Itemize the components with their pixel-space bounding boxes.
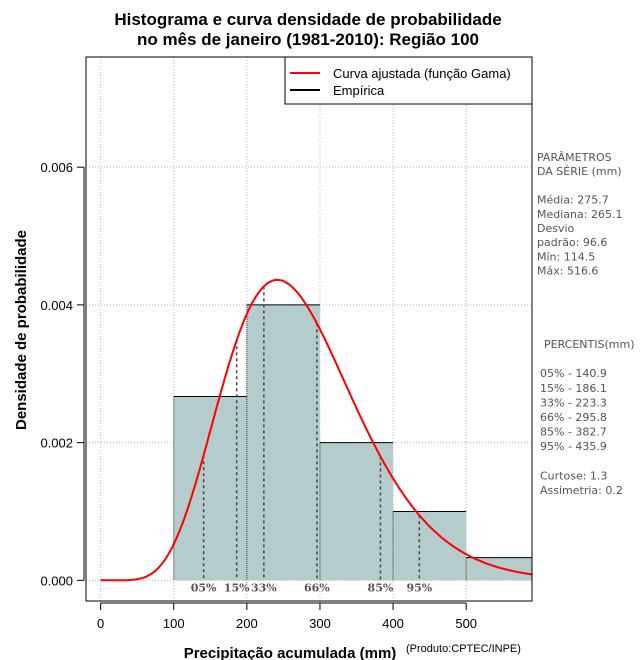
parameter-line: Desvio — [537, 222, 575, 235]
parameter-line: padrão: 96.6 — [537, 236, 607, 249]
percentile-panel-line: 66% - 295.8 — [540, 411, 607, 424]
histogram-bar — [466, 557, 532, 581]
gamma-density-curve — [100, 278, 533, 582]
parameter-line: Mín: 114.5 — [537, 250, 595, 263]
x-tick-label: 200 — [236, 616, 258, 631]
chart-title-line: Histograma e curva densidade de probabil… — [114, 10, 501, 29]
legend: Curva ajustada (função Gama) Empírica — [284, 56, 533, 105]
x-tick-label: 300 — [309, 616, 331, 631]
percentile-label: 33% — [251, 581, 277, 594]
x-tick-label: 100 — [163, 616, 185, 631]
percentile-panel-line: PERCENTIS(mm) — [544, 338, 635, 351]
histogram-bars — [173, 304, 532, 581]
y-tick-label: 0.000 — [40, 573, 73, 588]
histogram-bar — [319, 442, 394, 581]
percentile-label: 85% — [368, 581, 394, 594]
histogram-bar — [246, 304, 320, 581]
percentile-label: 66% — [304, 581, 330, 594]
percentile-label: 05% — [191, 581, 217, 594]
legend-label: Curva ajustada (função Gama) — [333, 66, 511, 81]
histogram-bar — [173, 396, 247, 581]
percentile-panel-line: Curtose: 1.3 — [540, 469, 607, 482]
parameter-line: Máx: 516.6 — [537, 265, 598, 278]
x-tick-label: 400 — [382, 616, 404, 631]
percentile-panel-line: 33% - 223.3 — [540, 396, 607, 409]
y-tick-label: 0.002 — [40, 436, 73, 451]
percentile-panel-line: 95% - 435.9 — [540, 440, 607, 453]
x-axis-title: Precipitação acumulada (mm) — [184, 645, 397, 660]
axes: 0 100 200 300 400 500 0.000 0.002 0.004 0.006 — [40, 160, 477, 631]
series-parameters-panel: PARÂMETROS DA SÉRIE (mm) Média: 275.7Medi… — [537, 151, 622, 278]
legend-label: Empírica — [333, 83, 385, 98]
gamma-curve — [100, 278, 533, 582]
percentile-lines — [202, 286, 421, 581]
parameter-line: Média: 275.7 — [537, 194, 609, 207]
x-tick-label: 500 — [455, 616, 477, 631]
percentile-panel-line: 05% - 140.9 — [540, 367, 607, 380]
percentile-label: 15% — [224, 581, 250, 594]
y-axis-title: Densidade de probabilidade — [13, 230, 30, 430]
x-tick-label: 0 — [97, 616, 104, 631]
percentile-panel-line: 15% - 186.1 — [540, 382, 607, 395]
parameter-line: DA SÉRIE (mm) — [537, 165, 622, 178]
percentile-panel-line: Assimetria: 0.2 — [540, 484, 623, 497]
percentiles-panel: PERCENTIS(mm) 05% - 140.9 15% - 186.133% -… — [540, 338, 635, 497]
y-tick-label: 0.004 — [40, 298, 73, 313]
histogram-bar — [393, 511, 467, 581]
percentile-panel-line: 85% - 382.7 — [540, 426, 607, 439]
parameter-line: PARÂMETROS — [537, 151, 612, 164]
chart-title: Histograma e curva densidade de probabil… — [114, 10, 501, 49]
percentile-labels: 05% 15% 33% 66% 85% 95% — [191, 581, 433, 594]
parameter-line: Mediana: 265.1 — [537, 208, 622, 221]
percentile-label: 95% — [406, 581, 432, 594]
credit-label: (Produto:CPTEC/INPE) — [406, 643, 521, 655]
chart-title-line: no mês de janeiro (1981-2010): Região 10… — [137, 30, 479, 49]
y-tick-label: 0.006 — [40, 160, 73, 175]
legend-box — [284, 56, 533, 105]
